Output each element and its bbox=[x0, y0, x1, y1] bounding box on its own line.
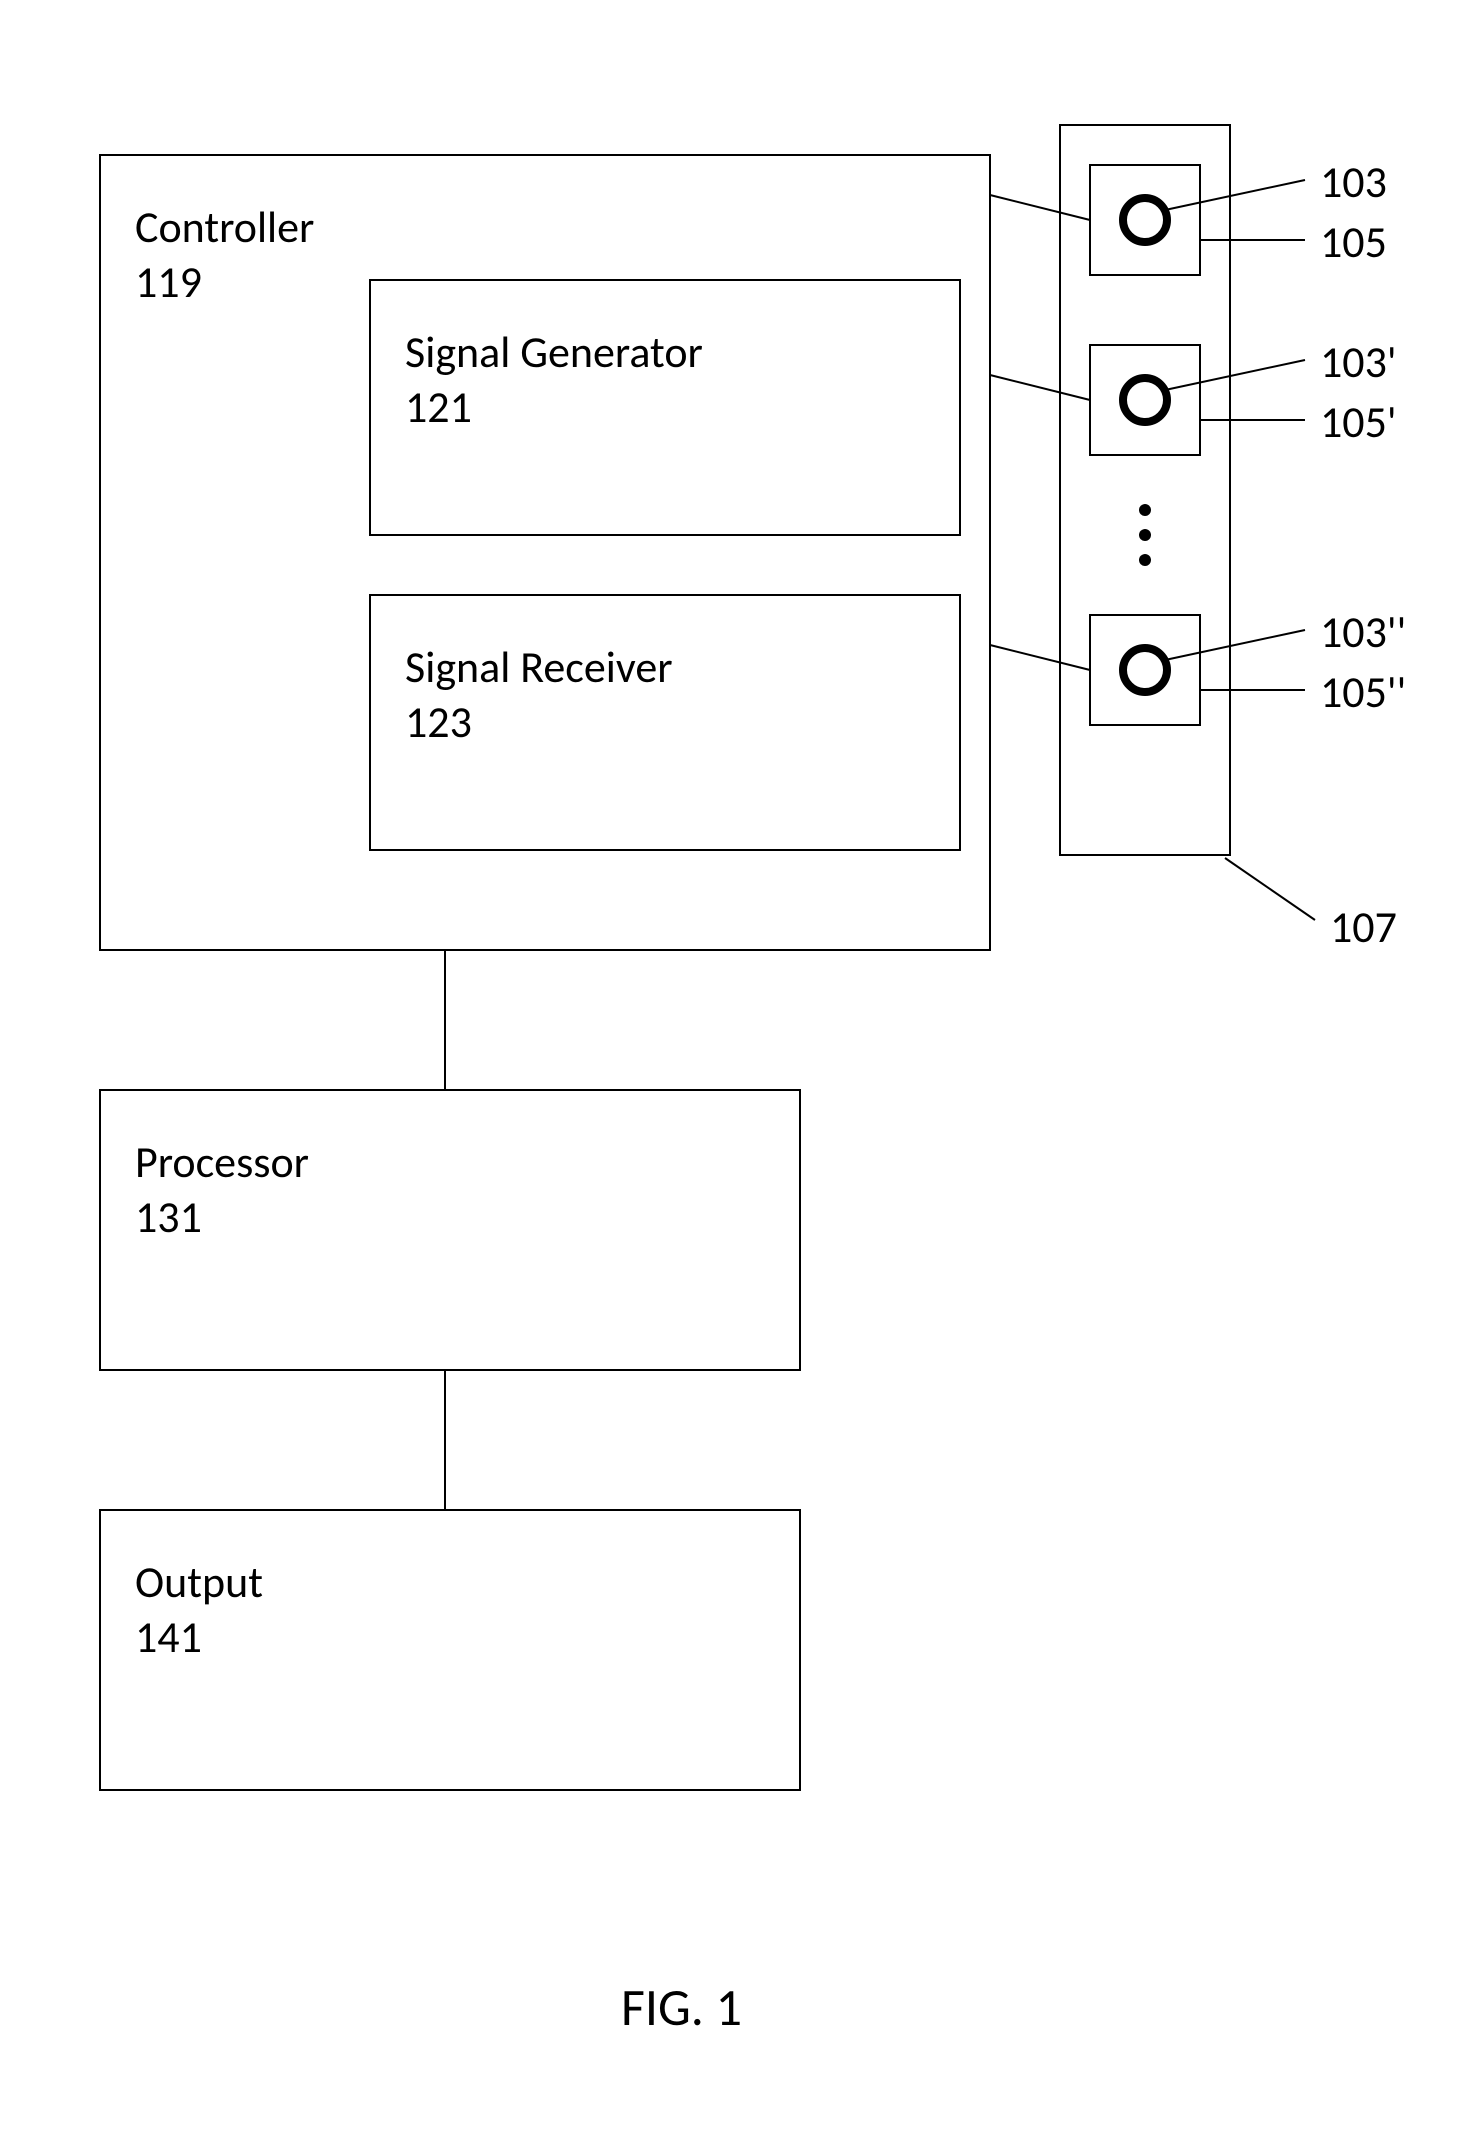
ref-107: 107 bbox=[1330, 900, 1397, 954]
output-ref: 141 bbox=[135, 1610, 202, 1664]
sensor-box-3 bbox=[1090, 615, 1200, 725]
ref-103p: 103' bbox=[1320, 335, 1397, 389]
sensor-circle-1 bbox=[1123, 198, 1167, 242]
output-box bbox=[100, 1510, 800, 1790]
sensor-box-1 bbox=[1090, 165, 1200, 275]
ellipsis-dots bbox=[1139, 504, 1151, 566]
ref-103pp: 103'' bbox=[1320, 605, 1406, 659]
controller-to-sensor-2 bbox=[990, 375, 1090, 400]
controller-title: Controller bbox=[135, 200, 314, 254]
processor-title: Processor bbox=[135, 1135, 309, 1189]
signal-receiver-ref: 123 bbox=[405, 695, 472, 749]
controller-box bbox=[100, 155, 990, 950]
ref-105pp: 105'' bbox=[1320, 665, 1406, 719]
controller-to-sensor-3 bbox=[990, 645, 1090, 670]
sensor-circle-3 bbox=[1123, 648, 1167, 692]
leader-103 bbox=[1165, 180, 1305, 210]
sensor-circle-2 bbox=[1123, 378, 1167, 422]
signal-receiver-title: Signal Receiver bbox=[405, 640, 673, 694]
signal-generator-ref: 121 bbox=[405, 380, 472, 434]
leader-107 bbox=[1225, 858, 1315, 920]
array-enclosure bbox=[1060, 125, 1230, 855]
leader-103p bbox=[1165, 360, 1305, 390]
ref-105: 105 bbox=[1320, 215, 1387, 269]
controller-to-sensor-1 bbox=[990, 195, 1090, 220]
processor-box bbox=[100, 1090, 800, 1370]
ref-103: 103 bbox=[1320, 155, 1387, 209]
output-title: Output bbox=[135, 1555, 263, 1609]
processor-ref: 131 bbox=[135, 1190, 202, 1244]
sensor-box-2 bbox=[1090, 345, 1200, 455]
controller-ref: 119 bbox=[135, 255, 202, 309]
leader-103pp bbox=[1165, 630, 1305, 660]
ref-105p: 105' bbox=[1320, 395, 1397, 449]
figure-caption: FIG. 1 bbox=[621, 1975, 742, 2039]
signal-generator-title: Signal Generator bbox=[405, 325, 703, 379]
